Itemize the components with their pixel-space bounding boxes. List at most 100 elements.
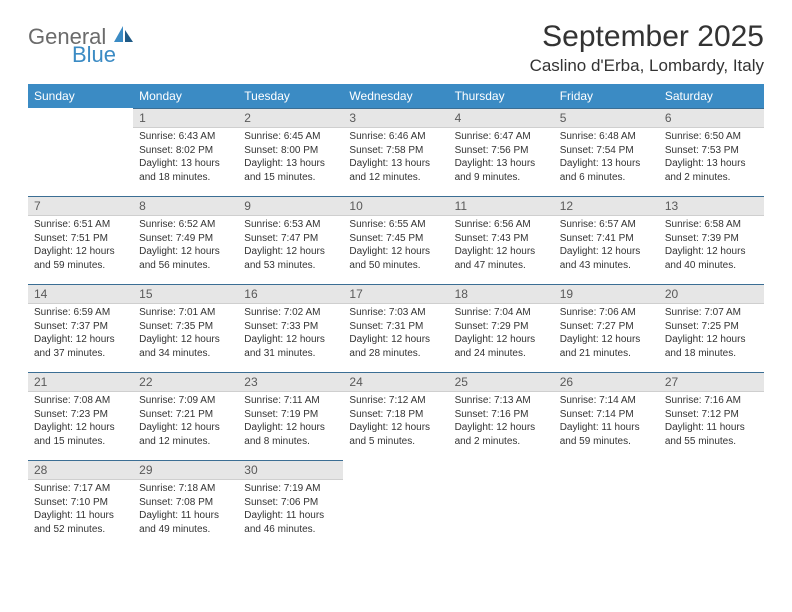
weekday-header: Saturday xyxy=(659,84,764,108)
calendar-cell: 23Sunrise: 7:11 AMSunset: 7:19 PMDayligh… xyxy=(238,372,343,460)
sunrise-label: Sunrise: xyxy=(139,483,176,494)
sunrise-label: Sunrise: xyxy=(244,483,281,494)
day-number: 6 xyxy=(659,108,764,128)
sunset-line: Sunset: 7:51 PM xyxy=(34,232,127,246)
sunset-value: 8:02 PM xyxy=(176,145,213,156)
day-details: Sunrise: 6:52 AMSunset: 7:49 PMDaylight:… xyxy=(133,216,238,284)
sunrise-line: Sunrise: 6:51 AM xyxy=(34,218,127,232)
daylight-label: Daylight: xyxy=(665,158,704,169)
daylight-line: Daylight: 11 hours and 46 minutes. xyxy=(244,509,337,536)
weekday-header: Sunday xyxy=(28,84,133,108)
calendar-cell: 6Sunrise: 6:50 AMSunset: 7:53 PMDaylight… xyxy=(659,108,764,196)
daylight-line: Daylight: 12 hours and 50 minutes. xyxy=(349,245,442,272)
sunrise-label: Sunrise: xyxy=(244,219,281,230)
sunset-line: Sunset: 7:31 PM xyxy=(349,320,442,334)
daylight-label: Daylight: xyxy=(244,246,283,257)
calendar-row: 21Sunrise: 7:08 AMSunset: 7:23 PMDayligh… xyxy=(28,372,764,460)
sunset-line: Sunset: 8:02 PM xyxy=(139,144,232,158)
sunrise-line: Sunrise: 7:01 AM xyxy=(139,306,232,320)
calendar-cell: 3Sunrise: 6:46 AMSunset: 7:58 PMDaylight… xyxy=(343,108,448,196)
sunset-value: 7:33 PM xyxy=(281,321,318,332)
sunrise-value: 7:04 AM xyxy=(494,307,531,318)
daylight-label: Daylight: xyxy=(455,334,494,345)
daylight-label: Daylight: xyxy=(244,158,283,169)
daylight-line: Daylight: 12 hours and 18 minutes. xyxy=(665,333,758,360)
sunset-line: Sunset: 7:54 PM xyxy=(560,144,653,158)
sunset-line: Sunset: 8:00 PM xyxy=(244,144,337,158)
day-details: Sunrise: 6:43 AMSunset: 8:02 PMDaylight:… xyxy=(133,128,238,196)
sunrise-line: Sunrise: 6:57 AM xyxy=(560,218,653,232)
sunrise-label: Sunrise: xyxy=(665,395,702,406)
day-number: 19 xyxy=(554,284,659,304)
sunset-value: 7:16 PM xyxy=(491,409,528,420)
sunset-line: Sunset: 7:25 PM xyxy=(665,320,758,334)
day-details: Sunrise: 6:46 AMSunset: 7:58 PMDaylight:… xyxy=(343,128,448,196)
day-number: 16 xyxy=(238,284,343,304)
sail-icon xyxy=(114,24,134,49)
day-details: Sunrise: 6:55 AMSunset: 7:45 PMDaylight:… xyxy=(343,216,448,284)
day-details: Sunrise: 6:56 AMSunset: 7:43 PMDaylight:… xyxy=(449,216,554,284)
sunrise-line: Sunrise: 6:50 AM xyxy=(665,130,758,144)
day-number: 17 xyxy=(343,284,448,304)
sunrise-line: Sunrise: 7:12 AM xyxy=(349,394,442,408)
calendar-cell: 14Sunrise: 6:59 AMSunset: 7:37 PMDayligh… xyxy=(28,284,133,372)
sunrise-line: Sunrise: 6:58 AM xyxy=(665,218,758,232)
calendar-cell xyxy=(659,460,764,548)
daylight-line: Daylight: 12 hours and 40 minutes. xyxy=(665,245,758,272)
sunrise-value: 6:48 AM xyxy=(599,131,636,142)
calendar-cell: 28Sunrise: 7:17 AMSunset: 7:10 PMDayligh… xyxy=(28,460,133,548)
calendar-cell: 10Sunrise: 6:55 AMSunset: 7:45 PMDayligh… xyxy=(343,196,448,284)
day-details: Sunrise: 7:03 AMSunset: 7:31 PMDaylight:… xyxy=(343,304,448,372)
sunrise-value: 6:47 AM xyxy=(494,131,531,142)
day-details: Sunrise: 6:57 AMSunset: 7:41 PMDaylight:… xyxy=(554,216,659,284)
sunset-label: Sunset: xyxy=(665,409,699,420)
day-number: 12 xyxy=(554,196,659,216)
weekday-header: Monday xyxy=(133,84,238,108)
sunset-value: 7:12 PM xyxy=(702,409,739,420)
sunset-label: Sunset: xyxy=(560,145,594,156)
sunset-line: Sunset: 7:49 PM xyxy=(139,232,232,246)
daylight-line: Daylight: 12 hours and 12 minutes. xyxy=(139,421,232,448)
daylight-line: Daylight: 12 hours and 31 minutes. xyxy=(244,333,337,360)
day-details: Sunrise: 7:09 AMSunset: 7:21 PMDaylight:… xyxy=(133,392,238,460)
sunset-line: Sunset: 7:37 PM xyxy=(34,320,127,334)
sunrise-line: Sunrise: 7:11 AM xyxy=(244,394,337,408)
daylight-label: Daylight: xyxy=(560,422,599,433)
location: Caslino d'Erba, Lombardy, Italy xyxy=(530,56,764,76)
calendar-cell: 12Sunrise: 6:57 AMSunset: 7:41 PMDayligh… xyxy=(554,196,659,284)
calendar-cell: 17Sunrise: 7:03 AMSunset: 7:31 PMDayligh… xyxy=(343,284,448,372)
calendar-cell: 27Sunrise: 7:16 AMSunset: 7:12 PMDayligh… xyxy=(659,372,764,460)
sunset-label: Sunset: xyxy=(244,233,278,244)
sunrise-label: Sunrise: xyxy=(139,131,176,142)
sunrise-line: Sunrise: 7:17 AM xyxy=(34,482,127,496)
sunset-label: Sunset: xyxy=(34,409,68,420)
day-details: Sunrise: 7:17 AMSunset: 7:10 PMDaylight:… xyxy=(28,480,133,548)
weekday-header-row: SundayMondayTuesdayWednesdayThursdayFrid… xyxy=(28,84,764,108)
day-number: 23 xyxy=(238,372,343,392)
daylight-line: Daylight: 13 hours and 6 minutes. xyxy=(560,157,653,184)
day-details: Sunrise: 6:50 AMSunset: 7:53 PMDaylight:… xyxy=(659,128,764,196)
header: General Blue September 2025 Caslino d'Er… xyxy=(28,20,764,76)
day-details: Sunrise: 7:14 AMSunset: 7:14 PMDaylight:… xyxy=(554,392,659,460)
sunrise-value: 7:07 AM xyxy=(704,307,741,318)
day-details: Sunrise: 6:59 AMSunset: 7:37 PMDaylight:… xyxy=(28,304,133,372)
sunset-label: Sunset: xyxy=(455,409,489,420)
daylight-line: Daylight: 12 hours and 15 minutes. xyxy=(34,421,127,448)
calendar-cell xyxy=(554,460,659,548)
calendar-row: 7Sunrise: 6:51 AMSunset: 7:51 PMDaylight… xyxy=(28,196,764,284)
sunset-label: Sunset: xyxy=(560,233,594,244)
day-details: Sunrise: 7:13 AMSunset: 7:16 PMDaylight:… xyxy=(449,392,554,460)
sunrise-label: Sunrise: xyxy=(34,395,71,406)
sunset-line: Sunset: 7:16 PM xyxy=(455,408,548,422)
sunset-label: Sunset: xyxy=(244,497,278,508)
day-number: 4 xyxy=(449,108,554,128)
sunrise-label: Sunrise: xyxy=(665,307,702,318)
sunrise-line: Sunrise: 7:02 AM xyxy=(244,306,337,320)
sunrise-label: Sunrise: xyxy=(34,483,71,494)
calendar-cell: 4Sunrise: 6:47 AMSunset: 7:56 PMDaylight… xyxy=(449,108,554,196)
daylight-line: Daylight: 12 hours and 43 minutes. xyxy=(560,245,653,272)
calendar-cell: 13Sunrise: 6:58 AMSunset: 7:39 PMDayligh… xyxy=(659,196,764,284)
sunset-value: 7:45 PM xyxy=(386,233,423,244)
daylight-line: Daylight: 13 hours and 12 minutes. xyxy=(349,157,442,184)
sunset-label: Sunset: xyxy=(665,233,699,244)
